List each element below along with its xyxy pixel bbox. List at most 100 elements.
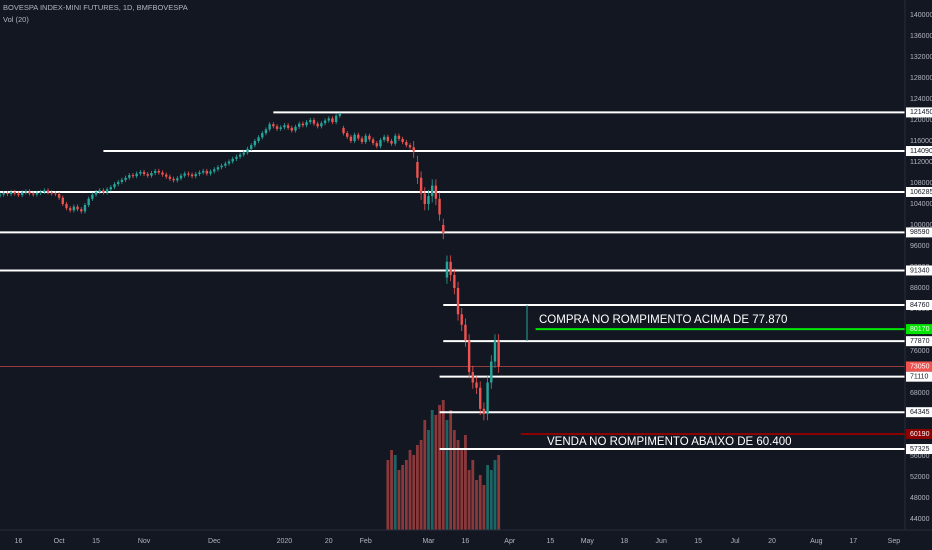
level-price-box: [906, 187, 932, 198]
candle-body: [6, 192, 9, 195]
candle-body: [249, 145, 253, 149]
indicator-label: Vol (20): [3, 15, 29, 24]
level-price-label: 64345: [910, 409, 930, 416]
candle-body: [334, 115, 338, 123]
candle-body: [242, 152, 245, 155]
y-tick-label: 116000: [910, 138, 932, 145]
candle-body: [238, 154, 242, 157]
level-price-box: [906, 407, 932, 418]
candle-body: [323, 120, 327, 124]
candle-body: [9, 191, 13, 195]
candle-body: [264, 129, 268, 134]
x-tick-label: Apr: [504, 538, 516, 545]
candle-body: [401, 138, 404, 143]
candle-body: [24, 191, 28, 193]
x-tick-label: Feb: [360, 538, 372, 545]
volume-bar: [412, 455, 416, 530]
y-tick-label: 136000: [910, 33, 932, 40]
candle-body: [120, 179, 124, 182]
candle-body: [486, 382, 489, 414]
candle-body: [194, 174, 197, 177]
x-tick-label: Oct: [54, 538, 65, 545]
volume-bar: [430, 410, 434, 530]
level-price-label: 80170: [910, 326, 930, 333]
candle-body: [364, 135, 367, 143]
candle-body: [386, 136, 390, 141]
candle-body: [368, 135, 371, 140]
level-price-box: [906, 107, 932, 118]
candle-body: [257, 137, 260, 141]
chart-title: BOVESPA INDEX-MINI FUTURES, 1D, BMFBOVES…: [3, 3, 188, 12]
level-price-label: 60190: [910, 431, 930, 438]
volume-bar: [449, 410, 453, 530]
candle-body: [290, 127, 294, 131]
volume-bar: [475, 480, 478, 530]
candle-body: [286, 125, 290, 128]
candle-body: [423, 193, 426, 204]
candle-body: [316, 123, 319, 127]
candle-body: [375, 143, 378, 147]
volume-bar: [408, 450, 412, 530]
candle-body: [460, 314, 463, 325]
candle-body: [168, 176, 172, 179]
candle-body: [390, 141, 393, 144]
x-tick-label: May: [581, 538, 595, 545]
volume-bar: [401, 465, 405, 530]
volume-bar: [386, 460, 390, 530]
x-tick-label: 17: [849, 538, 857, 545]
candle-body: [13, 191, 16, 194]
candle-body: [2, 192, 5, 195]
candle-body: [43, 190, 46, 192]
candle-body: [416, 162, 419, 178]
candle-body: [312, 120, 316, 124]
candle-body: [216, 167, 220, 170]
y-tick-label: 48000: [910, 495, 930, 502]
y-tick-label: 112000: [910, 159, 932, 166]
volume-bar: [393, 455, 397, 530]
volume-bar: [460, 450, 464, 530]
volume-bar: [419, 440, 423, 530]
candle-body: [438, 198, 441, 215]
candle-body: [201, 170, 205, 173]
candle-body: [342, 127, 345, 134]
level-price-box: [906, 444, 932, 455]
candle-body: [456, 288, 460, 315]
x-tick-label: 15: [694, 538, 702, 545]
candle-body: [94, 191, 98, 195]
candle-body: [142, 171, 146, 175]
candle-body: [309, 120, 312, 123]
x-tick-label: 16: [15, 538, 23, 545]
level-price-box: [906, 227, 932, 238]
candle-body: [442, 225, 445, 233]
candle-body: [475, 382, 478, 388]
volume-bar: [416, 445, 419, 530]
level-price-label: 114090: [910, 148, 932, 155]
volume-bar: [434, 415, 438, 530]
candle-body: [246, 148, 249, 153]
volume-bar: [486, 465, 489, 530]
candle-body: [434, 185, 438, 199]
level-price-box: [906, 336, 932, 347]
candle-body: [0, 194, 2, 196]
level-price-label: 91340: [910, 267, 930, 274]
level-price-box: [906, 429, 932, 440]
x-tick-label: Dec: [208, 538, 221, 545]
levels: [0, 111, 905, 451]
candle-body: [268, 124, 271, 130]
candle-body: [471, 372, 475, 383]
candle-body: [39, 191, 42, 193]
level-price-box: [906, 265, 932, 276]
candle-body: [360, 138, 364, 143]
level-price-box: [906, 300, 932, 311]
level-price-box: [906, 324, 932, 335]
candle-body: [353, 134, 356, 141]
candle-body: [102, 190, 105, 193]
volume-bar: [456, 440, 460, 530]
volume-bar: [441, 400, 445, 530]
volume-bar: [464, 435, 467, 530]
candle-body: [449, 261, 452, 275]
y-tick-label: 88000: [910, 285, 930, 292]
y-tick-label: 128000: [910, 75, 932, 82]
x-tick-label: Aug: [810, 538, 823, 545]
candle-body: [320, 123, 323, 127]
